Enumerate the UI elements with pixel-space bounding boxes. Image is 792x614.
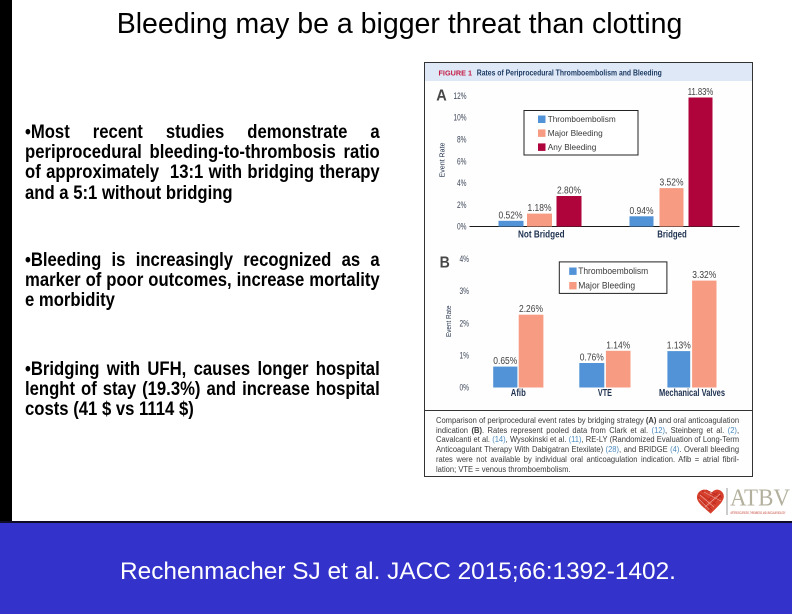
svg-text:1%: 1% xyxy=(460,351,470,361)
svg-text:3.52%: 3.52% xyxy=(660,178,684,189)
svg-text:Not Bridged: Not Bridged xyxy=(518,229,565,241)
svg-text:2.80%: 2.80% xyxy=(557,186,581,197)
svg-text:1.13%: 1.13% xyxy=(667,341,691,352)
svg-text:Major Bleeding: Major Bleeding xyxy=(578,281,635,291)
svg-text:Event Rate: Event Rate xyxy=(446,305,453,337)
svg-text:FIGURE 1: FIGURE 1 xyxy=(439,68,473,77)
svg-text:0.94%: 0.94% xyxy=(630,206,654,217)
svg-text:6%: 6% xyxy=(457,156,467,166)
svg-text:3%: 3% xyxy=(460,286,470,296)
svg-text:1.14%: 1.14% xyxy=(606,340,630,351)
svg-text:11.83%: 11.83% xyxy=(688,87,714,98)
svg-text:Rates of Periprocedural Thromb: Rates of Periprocedural Thromboembolism … xyxy=(477,68,662,78)
svg-text:Thromboembolism: Thromboembolism xyxy=(578,266,648,276)
svg-text:2.26%: 2.26% xyxy=(519,304,543,315)
svg-text:Mechanical Valves: Mechanical Valves xyxy=(659,387,725,399)
svg-text:ATBV: ATBV xyxy=(730,484,790,511)
svg-text:4%: 4% xyxy=(460,254,470,264)
svg-text:8%: 8% xyxy=(457,135,467,145)
svg-text:10%: 10% xyxy=(454,113,467,123)
svg-text:4%: 4% xyxy=(457,178,467,188)
svg-text:12%: 12% xyxy=(454,91,467,101)
svg-text:Any Bleeding: Any Bleeding xyxy=(548,142,597,152)
svg-text:0.65%: 0.65% xyxy=(493,356,517,367)
svg-text:Major Bleeding: Major Bleeding xyxy=(548,128,603,138)
svg-text:B: B xyxy=(440,254,450,271)
svg-text:2%: 2% xyxy=(460,318,470,328)
svg-text:Bridged: Bridged xyxy=(657,229,687,241)
svg-text:ARTERIOSCLEROSIS, THROMBOSIS,: ARTERIOSCLEROSIS, THROMBOSIS, AND VASCUL… xyxy=(731,511,786,515)
svg-text:0%: 0% xyxy=(457,222,467,232)
svg-text:0%: 0% xyxy=(460,383,470,393)
svg-text:0.76%: 0.76% xyxy=(580,353,604,364)
svg-text:VTE: VTE xyxy=(598,387,612,399)
svg-text:Thromboembolism: Thromboembolism xyxy=(548,114,616,124)
svg-text:Event Rate: Event Rate xyxy=(438,143,447,178)
svg-text:Afib: Afib xyxy=(511,387,526,399)
svg-text:1.18%: 1.18% xyxy=(528,203,552,214)
svg-text:0.52%: 0.52% xyxy=(499,210,523,221)
svg-text:2%: 2% xyxy=(457,200,467,210)
svg-text:A: A xyxy=(436,88,447,105)
svg-text:3.32%: 3.32% xyxy=(692,270,716,281)
